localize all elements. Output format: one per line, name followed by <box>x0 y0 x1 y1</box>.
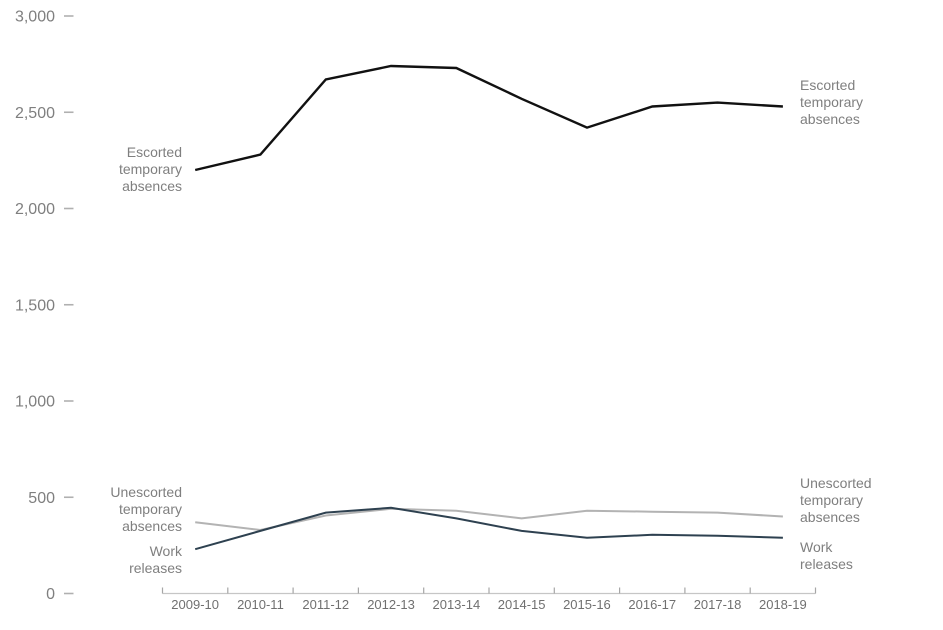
series-label-line: Escorted <box>127 144 182 160</box>
series-label-line: Work <box>800 539 833 555</box>
y-tick-label: 3,000 <box>15 9 55 26</box>
x-tick-label: 2013-14 <box>432 597 480 612</box>
series-label-line: absences <box>800 509 860 525</box>
series-label-line: Unescorted <box>110 484 182 500</box>
y-tick-label: 1,500 <box>15 297 55 314</box>
series-label-line: absences <box>800 111 860 127</box>
x-tick-label: 2015-16 <box>563 597 611 612</box>
series-label-line: temporary <box>119 501 182 517</box>
series-label-line: releases <box>800 556 853 572</box>
x-tick-label: 2010-11 <box>237 597 284 612</box>
series-lines <box>194 64 783 551</box>
series-label-work-releases: Work releases <box>800 539 853 572</box>
series-line-work-releases <box>194 506 783 551</box>
series-label-line: Escorted <box>800 77 855 93</box>
y-tick-label: 500 <box>28 490 55 507</box>
x-tick-label: 2018-19 <box>759 597 807 612</box>
y-tick-label: 1,000 <box>15 394 55 411</box>
x-tick-label: 2009-10 <box>171 597 219 612</box>
series-label-unescorted-temporary-absences: Unescorted temporary absences <box>800 475 872 525</box>
x-tick-label: 2014-15 <box>498 597 546 612</box>
x-tick-label: 2012-13 <box>367 597 415 612</box>
series-label-line: releases <box>129 560 182 576</box>
x-axis: 2009-10 2010-11 2011-12 2012-13 2013-14 2014-… <box>161 587 817 612</box>
series-label-line: absences <box>122 518 182 534</box>
x-tick-label: 2011-12 <box>302 597 349 612</box>
y-tick-label: 0 <box>46 586 55 603</box>
series-label-line: Unescorted <box>800 475 872 491</box>
series-label-line: temporary <box>800 492 863 508</box>
series-line-unescorted-temporary-absences <box>195 507 783 532</box>
series-line-escorted-temporary-absences <box>194 64 783 172</box>
series-label-escorted-temporary-absences: Escorted temporary absences <box>119 144 182 194</box>
x-tick-label: 2017-18 <box>694 597 742 612</box>
series-label-work-releases: Work releases <box>129 543 183 576</box>
series-label-escorted-temporary-absences: Escorted temporary absences <box>800 77 863 127</box>
series-label-line: Work <box>150 543 183 559</box>
series-label-line: temporary <box>119 161 182 177</box>
y-axis: 0 500 1,000 1,500 2,000 2,500 3,000 <box>15 9 74 603</box>
series-label-line: temporary <box>800 94 863 110</box>
x-tick-label: 2016-17 <box>628 597 676 612</box>
y-tick-label: 2,000 <box>15 201 55 218</box>
series-label-unescorted-temporary-absences: Unescorted temporary absences <box>110 484 182 534</box>
series-label-line: absences <box>122 178 182 194</box>
y-tick-label: 2,500 <box>15 105 55 122</box>
